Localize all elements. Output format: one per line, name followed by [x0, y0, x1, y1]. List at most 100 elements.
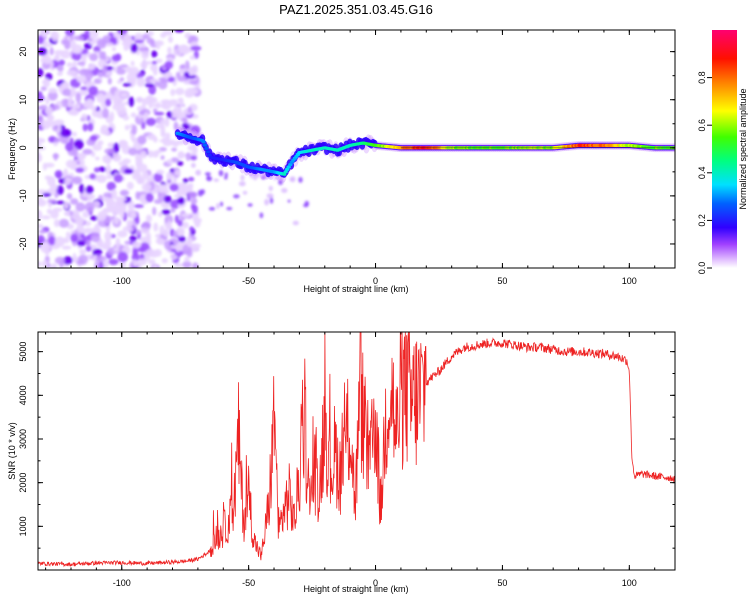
noise-speckle — [298, 176, 303, 183]
noise-speckle — [63, 168, 68, 176]
noise-speckle — [96, 140, 104, 146]
noise-speckle — [79, 183, 85, 194]
noise-speckle — [38, 146, 46, 151]
noise-speckle — [72, 147, 79, 158]
noise-speckle — [261, 175, 266, 180]
noise-speckle — [148, 150, 154, 158]
colorbar: 0.0 0.2 0.4 0.6 0.8 Normalized spectral ampl… — [697, 30, 748, 274]
x-tick-label: 0 — [373, 276, 378, 286]
noise-speckle — [85, 185, 94, 194]
noise-speckle — [43, 162, 55, 168]
noise-speckle — [155, 237, 164, 245]
noise-speckle — [170, 157, 180, 163]
noise-speckle — [160, 103, 168, 109]
y-tick-label: 3000 — [18, 429, 28, 449]
noise-speckle — [83, 227, 94, 234]
noise-speckle — [177, 97, 184, 103]
noise-speckle — [38, 110, 42, 117]
noise-speckle — [51, 31, 60, 42]
noise-speckle — [139, 242, 150, 251]
noise-speckle — [97, 71, 104, 78]
noise-speckle — [160, 155, 165, 160]
noise-speckle — [226, 206, 233, 211]
noise-speckle — [108, 258, 119, 266]
noise-speckle — [75, 153, 87, 158]
noise-speckle — [42, 192, 52, 197]
noise-speckle — [141, 34, 150, 40]
snr-x-ticks: -100 -50 0 50 100 — [45, 332, 656, 588]
noise-speckle — [96, 38, 107, 49]
noise-speckle — [165, 132, 171, 140]
noise-speckle — [50, 209, 59, 219]
noise-speckle — [38, 114, 44, 124]
noise-speckle — [152, 67, 158, 76]
spectrogram-frame — [37, 29, 676, 269]
noise-speckle — [117, 30, 128, 35]
noise-speckle — [266, 193, 274, 199]
noise-speckle — [54, 170, 63, 179]
noise-speckle — [64, 177, 72, 185]
noise-speckle — [38, 195, 43, 203]
noise-speckle — [153, 136, 158, 143]
noise-speckle — [87, 122, 94, 132]
noise-speckle — [66, 70, 78, 76]
noise-speckle — [86, 98, 94, 108]
noise-speckle — [264, 198, 269, 206]
noise-speckle — [160, 131, 167, 138]
ridge-core — [286, 165, 291, 169]
snr-y-ticks: 1000 2000 3000 4000 5000 — [18, 342, 675, 571]
colorbar-tick-label: 0.0 — [697, 262, 707, 275]
noise-speckle — [148, 96, 158, 104]
noise-speckle — [133, 204, 144, 209]
noise-speckle — [289, 177, 294, 182]
noise-speckle — [119, 77, 125, 82]
noise-speckle — [128, 147, 138, 156]
noise-speckle — [182, 178, 189, 184]
noise-speckle — [129, 211, 137, 219]
noise-speckle — [208, 206, 216, 211]
noise-speckle — [43, 78, 50, 88]
x-tick-label: -100 — [113, 578, 131, 588]
noise-speckle — [137, 114, 143, 119]
noise-speckle — [61, 245, 72, 250]
noise-speckle — [190, 125, 201, 135]
x-tick-label: 100 — [622, 578, 637, 588]
noise-speckle — [89, 30, 99, 39]
noise-speckle — [104, 231, 112, 242]
noise-speckle — [86, 37, 93, 42]
noise-speckle — [104, 148, 115, 155]
noise-speckle — [122, 226, 133, 232]
noise-speckle — [92, 248, 103, 256]
noise-speckle — [143, 112, 149, 118]
noise-speckle — [84, 70, 94, 80]
noise-speckle — [181, 221, 189, 229]
noise-speckle — [138, 47, 149, 52]
noise-speckle — [167, 46, 172, 55]
noise-speckle — [50, 263, 58, 268]
noise-speckle — [183, 71, 190, 78]
noise-speckle — [66, 193, 73, 200]
colorbar-tick-label: 0.6 — [697, 119, 707, 132]
noise-speckle — [65, 231, 71, 238]
noise-speckle — [112, 103, 121, 111]
noise-speckle — [158, 211, 163, 217]
colorbar-label: Normalized spectral amplitude — [738, 88, 748, 209]
noise-speckle — [153, 249, 162, 257]
noise-speckle — [157, 184, 169, 193]
noise-speckle — [117, 230, 128, 238]
noise-speckle — [72, 252, 77, 263]
noise-speckle — [45, 120, 56, 127]
noise-speckle — [124, 168, 134, 174]
noise-speckle — [190, 197, 198, 205]
noise-speckle — [190, 243, 199, 253]
y-tick-label: 20 — [18, 47, 28, 57]
noise-speckle — [54, 236, 65, 247]
noise-speckle — [124, 66, 133, 73]
noise-speckle — [189, 80, 199, 85]
noise-speckle — [75, 216, 85, 226]
snr-y-axis-label: SNR (10 * v/v) — [7, 422, 17, 480]
noise-speckle — [41, 215, 51, 220]
noise-speckle — [233, 194, 240, 199]
noise-speckle — [62, 256, 73, 265]
